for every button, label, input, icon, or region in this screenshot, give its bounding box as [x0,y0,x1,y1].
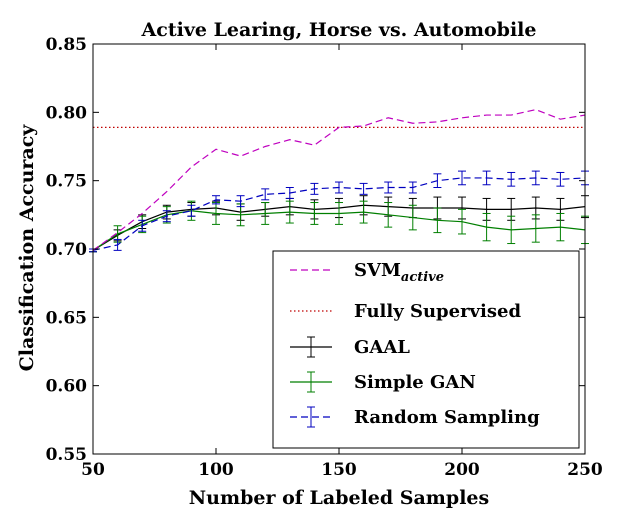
y-tick-label: 0.75 [46,172,87,192]
legend-label-random-sampling: Random Sampling [354,407,540,428]
y-tick-label: 0.55 [46,445,87,465]
legend-box [272,250,580,449]
y-tick-label: 0.60 [46,377,88,397]
series-line-svm [92,108,586,251]
y-tick-label: 0.80 [46,103,88,123]
legend-label-fully-supervised: Fully Supervised [354,301,521,322]
x-tick-label: 100 [198,460,234,480]
series-random-sampling [89,170,589,253]
x-axis-label: Number of Labeled Samples [189,487,489,509]
legend-label-subscript: active [401,270,444,285]
plot-series-layer [89,108,589,253]
chart-title: Active Learing, Horse vs. Automobile [141,19,537,41]
y-tick-label: 0.85 [46,35,87,55]
series-svm [92,108,586,251]
axis-ticks-layer: 50 100 150 200 250 0.55 0.60 0.65 0.70 0.75 0.80 0.… [46,35,603,480]
y-tick-label: 0.65 [46,308,87,328]
x-tick-label: 200 [444,460,480,480]
x-tick-label: 50 [81,460,105,480]
legend-label-simple-gan: Simple GAN [354,372,476,393]
legend-label-gaal: GAAL [354,337,410,358]
y-tick-label: 0.70 [46,240,88,260]
x-tick-label: 150 [321,460,357,480]
x-tick-label: 250 [567,460,603,480]
y-axis-label: Classification Accuracy [16,124,38,372]
